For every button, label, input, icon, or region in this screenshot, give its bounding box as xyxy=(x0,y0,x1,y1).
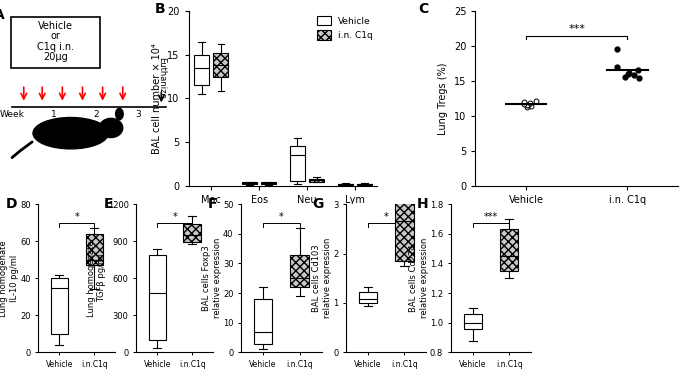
Text: F: F xyxy=(208,197,217,211)
Text: E: E xyxy=(104,197,113,211)
Bar xyxy=(213,53,229,76)
Text: Vehicle: Vehicle xyxy=(38,21,73,31)
Y-axis label: Lung homogenate
TGFβ pg/ml: Lung homogenate TGFβ pg/ml xyxy=(87,240,106,316)
Y-axis label: Lung homogenate
IL-10 pg/ml: Lung homogenate IL-10 pg/ml xyxy=(0,240,19,316)
Bar xyxy=(194,55,210,85)
Text: Euthanize: Euthanize xyxy=(157,56,166,98)
Y-axis label: BAL cells Cd274
relative expression: BAL cells Cd274 relative expression xyxy=(409,238,428,318)
Text: Week: Week xyxy=(0,111,24,119)
FancyBboxPatch shape xyxy=(11,17,100,68)
Text: *: * xyxy=(384,212,389,222)
Text: *: * xyxy=(75,212,79,222)
Bar xyxy=(183,224,201,242)
Text: C1q i.n.: C1q i.n. xyxy=(37,42,74,52)
Ellipse shape xyxy=(99,118,123,138)
Text: 2: 2 xyxy=(93,111,99,119)
Y-axis label: BAL cell number × 10⁴: BAL cell number × 10⁴ xyxy=(152,43,161,154)
Text: *: * xyxy=(279,212,284,222)
Bar xyxy=(396,182,414,261)
Bar xyxy=(309,178,324,181)
Text: B: B xyxy=(154,2,166,16)
Text: ***: *** xyxy=(484,212,498,222)
Ellipse shape xyxy=(115,108,123,120)
Text: 3: 3 xyxy=(135,111,140,119)
Bar xyxy=(242,183,257,184)
Text: H: H xyxy=(417,197,428,211)
Text: or: or xyxy=(51,32,61,42)
Text: D: D xyxy=(6,197,17,211)
Y-axis label: BAL cells Cd103
relative expression: BAL cells Cd103 relative expression xyxy=(312,238,331,318)
Legend: Vehicle, i.n. C1q: Vehicle, i.n. C1q xyxy=(317,16,373,40)
Bar xyxy=(291,255,309,287)
Text: C: C xyxy=(419,2,428,16)
Bar xyxy=(359,292,377,303)
Text: G: G xyxy=(312,197,324,211)
Text: A: A xyxy=(0,8,4,22)
Bar xyxy=(261,183,276,184)
Ellipse shape xyxy=(33,118,108,149)
Text: *: * xyxy=(173,212,177,222)
Bar xyxy=(290,146,305,181)
Bar xyxy=(463,314,482,329)
Text: 20μg: 20μg xyxy=(43,52,68,62)
Bar xyxy=(51,278,69,334)
Bar xyxy=(356,184,372,185)
Y-axis label: Lung Tregs (%): Lung Tregs (%) xyxy=(438,62,448,135)
Text: ***: *** xyxy=(568,24,585,34)
Bar xyxy=(338,184,353,185)
Bar xyxy=(500,229,519,271)
Text: 1: 1 xyxy=(51,111,57,119)
Y-axis label: BAL cells Foxp3
relative expression: BAL cells Foxp3 relative expression xyxy=(202,238,222,318)
Bar xyxy=(148,255,166,340)
Bar xyxy=(86,234,103,265)
Bar xyxy=(254,299,272,344)
